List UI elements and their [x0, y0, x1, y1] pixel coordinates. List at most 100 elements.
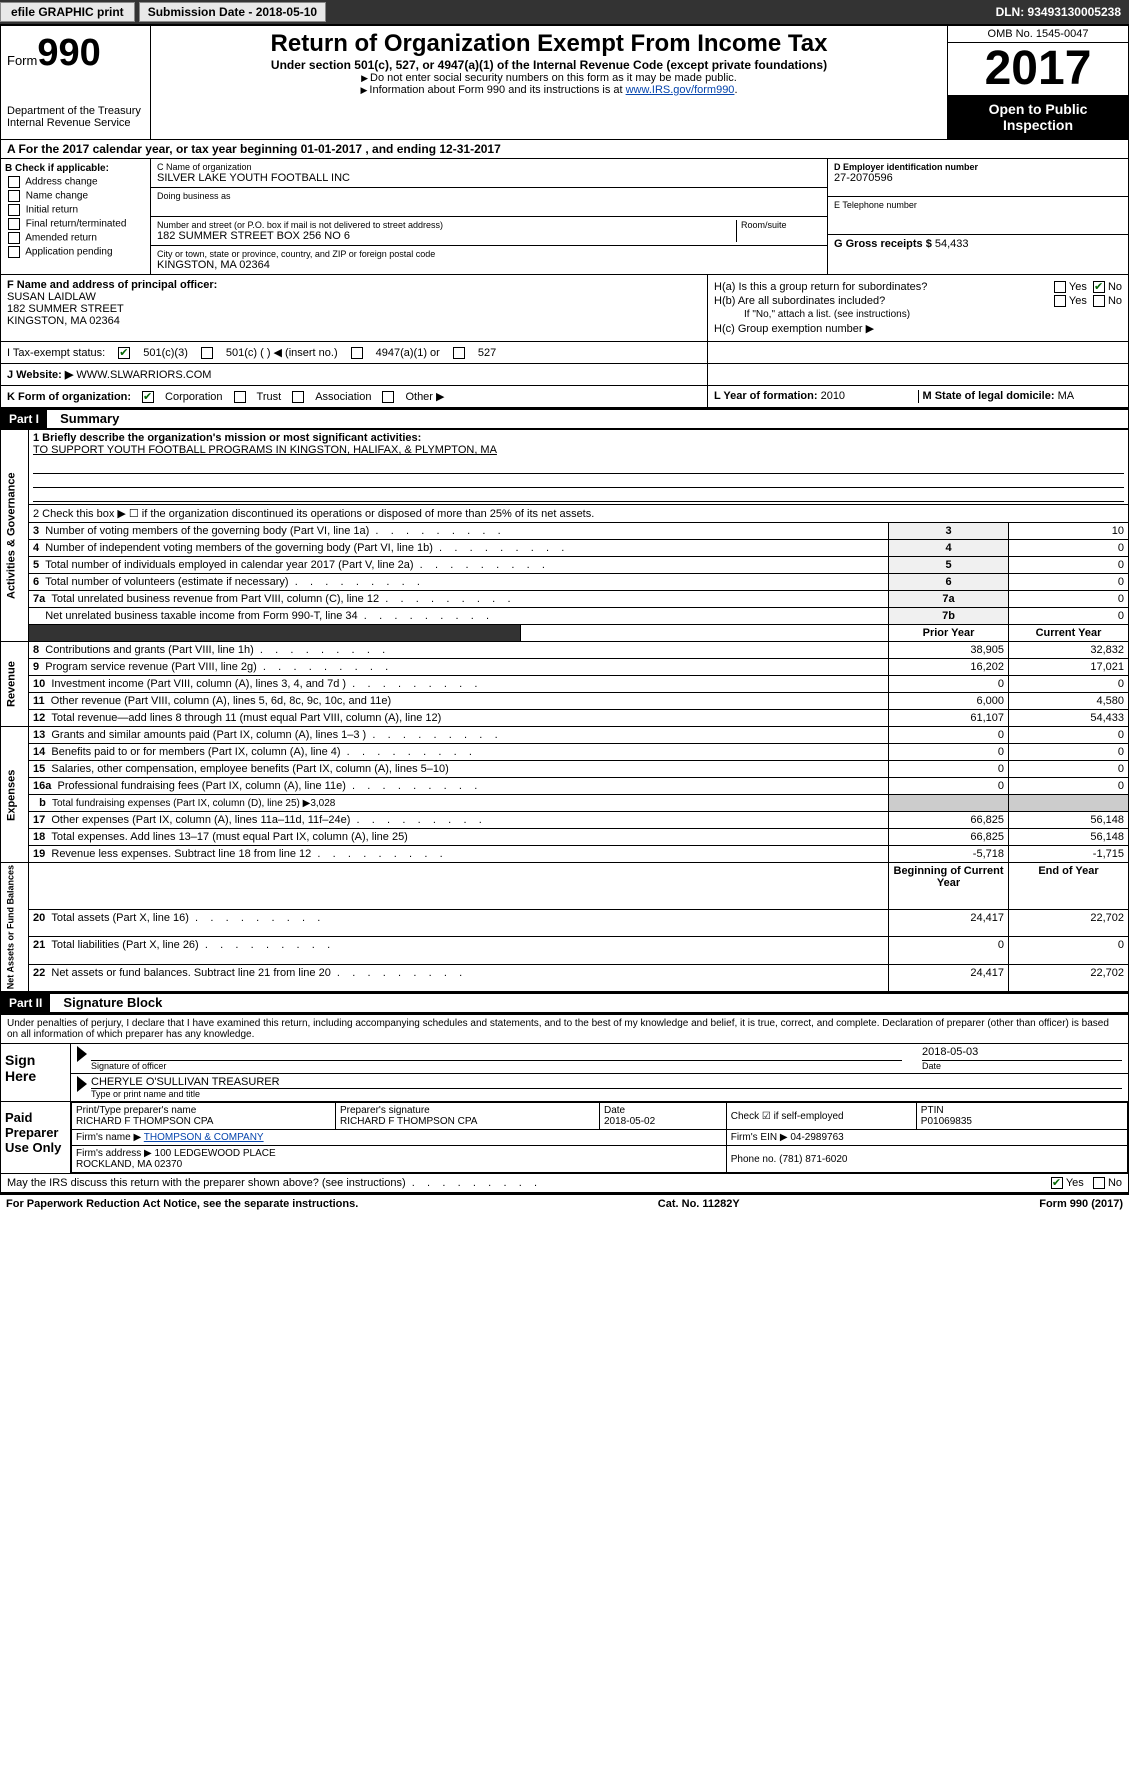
ha-no-checkbox[interactable]	[1093, 281, 1105, 293]
box-h: H(a) Is this a group return for subordin…	[708, 275, 1128, 341]
paid-preparer-label: Paid Preparer Use Only	[1, 1102, 71, 1173]
org-name-label: C Name of organization	[157, 162, 821, 172]
l5n: 5	[33, 559, 39, 571]
firm-name-label: Firm's name ▶	[76, 1132, 141, 1143]
part1-badge: Part I	[1, 410, 47, 428]
501c-checkbox[interactable]	[201, 347, 213, 359]
discuss-no-checkbox[interactable]	[1093, 1177, 1105, 1189]
gross-receipts-label: G Gross receipts $	[834, 238, 932, 250]
ptin-value: P01069835	[921, 1116, 1123, 1127]
irs-label: Internal Revenue Service	[7, 117, 144, 129]
form-prefix: Form	[7, 53, 37, 68]
e16ap: 0	[889, 778, 1009, 795]
box-b-label: B Check if applicable:	[5, 163, 109, 174]
e16an: 16a	[33, 780, 51, 792]
corporation-checkbox[interactable]	[142, 391, 154, 403]
prep-name: RICHARD F THOMPSON CPA	[76, 1116, 331, 1127]
address-change-label: Address change	[25, 177, 97, 188]
top-bar: efile GRAPHIC print Submission Date - 20…	[0, 0, 1129, 24]
other-checkbox[interactable]	[382, 391, 394, 403]
discuss-yes-checkbox[interactable]	[1051, 1177, 1063, 1189]
type-name-label: Type or print name and title	[91, 1088, 1122, 1099]
l3n: 3	[33, 525, 39, 537]
527-label: 527	[478, 347, 496, 359]
r12n: 12	[33, 712, 45, 724]
sign-here-label: Sign Here	[1, 1044, 71, 1101]
4947a1-label: 4947(a)(1) or	[376, 347, 440, 359]
r9t: Program service revenue (Part VIII, line…	[45, 661, 388, 673]
r9p: 16,202	[889, 659, 1009, 676]
final-return-checkbox[interactable]	[8, 218, 20, 230]
prep-date: 2018-05-02	[604, 1116, 722, 1127]
header-left: Form990 Department of the Treasury Inter…	[1, 26, 151, 139]
form-subtitle: Under section 501(c), 527, or 4947(a)(1)…	[161, 58, 937, 72]
officer-group-row: F Name and address of principal officer:…	[0, 275, 1129, 342]
e18p: 66,825	[889, 829, 1009, 846]
n20t: Total assets (Part X, line 16)	[51, 912, 320, 924]
efile-print-button[interactable]: efile GRAPHIC print	[0, 2, 135, 22]
part1-header-row: Part I Summary	[0, 408, 1129, 429]
box-h-spacer	[708, 342, 1128, 363]
l6c: 6	[889, 574, 1009, 591]
firm-name-link[interactable]: THOMPSON & COMPANY	[144, 1132, 264, 1143]
hb-no-checkbox[interactable]	[1093, 295, 1105, 307]
irs-form990-link[interactable]: www.IRS.gov/form990	[626, 84, 735, 96]
n20p: 24,417	[889, 910, 1009, 937]
header-title-block: Return of Organization Exempt From Incom…	[151, 26, 948, 139]
row-j-label: J Website: ▶	[7, 369, 73, 381]
e16bt: Total fundraising expenses (Part IX, col…	[52, 798, 335, 809]
association-label: Association	[315, 391, 371, 403]
discuss-question: May the IRS discuss this return with the…	[7, 1177, 1048, 1189]
officer-printed-name: CHERYLE O'SULLIVAN TREASURER	[91, 1076, 1122, 1088]
mission-text: TO SUPPORT YOUTH FOOTBALL PROGRAMS IN KI…	[33, 444, 497, 456]
discuss-no-label: No	[1108, 1177, 1122, 1189]
vlabel-expenses: Expenses	[1, 727, 29, 863]
501c3-checkbox[interactable]	[118, 347, 130, 359]
501c3-label: 501(c)(3)	[143, 347, 188, 359]
name-change-checkbox[interactable]	[8, 190, 20, 202]
ein-value: 27-2070596	[834, 172, 1122, 184]
ptin-label: PTIN	[921, 1105, 1123, 1116]
r8n: 8	[33, 644, 39, 656]
firm-ein-label: Firm's EIN ▶	[731, 1132, 788, 1143]
row-l-label: L Year of formation:	[714, 390, 818, 402]
amended-return-checkbox[interactable]	[8, 232, 20, 244]
527-checkbox[interactable]	[453, 347, 465, 359]
hc-spacer	[708, 364, 1128, 385]
association-checkbox[interactable]	[292, 391, 304, 403]
line1-label: 1 Briefly describe the organization's mi…	[33, 432, 421, 444]
address-change-checkbox[interactable]	[8, 176, 20, 188]
trust-checkbox[interactable]	[234, 391, 246, 403]
ha-yes-checkbox[interactable]	[1054, 281, 1066, 293]
n20n: 20	[33, 912, 45, 924]
form-number: 990	[37, 32, 100, 74]
hb-note: If "No," attach a list. (see instruction…	[714, 309, 1122, 320]
ein-label: D Employer identification number	[834, 162, 978, 172]
e15n: 15	[33, 763, 45, 775]
website-value: WWW.SLWARRIORS.COM	[76, 369, 211, 381]
preparer-table: Print/Type preparer's nameRICHARD F THOM…	[71, 1102, 1128, 1173]
omb-number: OMB No. 1545-0047	[948, 26, 1128, 43]
other-label: Other ▶	[405, 390, 444, 403]
info-note: Information about Form 990 and its instr…	[361, 84, 626, 96]
4947a1-checkbox[interactable]	[351, 347, 363, 359]
begin-year-header: Beginning of Current Year	[894, 865, 1004, 889]
e16ac: 0	[1009, 778, 1129, 795]
yes-label-2: Yes	[1069, 295, 1087, 307]
ssn-note: Do not enter social security numbers on …	[161, 72, 937, 84]
open-public-badge: Open to Public Inspection	[948, 95, 1128, 139]
principal-officer-label: F Name and address of principal officer:	[7, 279, 217, 291]
hb-yes-checkbox[interactable]	[1054, 295, 1066, 307]
corporation-label: Corporation	[165, 391, 222, 403]
application-pending-checkbox[interactable]	[8, 246, 20, 258]
r12t: Total revenue—add lines 8 through 11 (mu…	[51, 712, 441, 724]
yes-label: Yes	[1069, 281, 1087, 293]
initial-return-checkbox[interactable]	[8, 204, 20, 216]
l5v: 0	[1009, 557, 1129, 574]
r8c: 32,832	[1009, 642, 1129, 659]
e15t: Salaries, other compensation, employee b…	[51, 763, 448, 775]
paperwork-notice: For Paperwork Reduction Act Notice, see …	[6, 1198, 358, 1210]
self-employed-check: Check ☑ if self-employed	[726, 1103, 916, 1130]
n22p: 24,417	[889, 964, 1009, 991]
l3t: Number of voting members of the governin…	[45, 525, 500, 537]
